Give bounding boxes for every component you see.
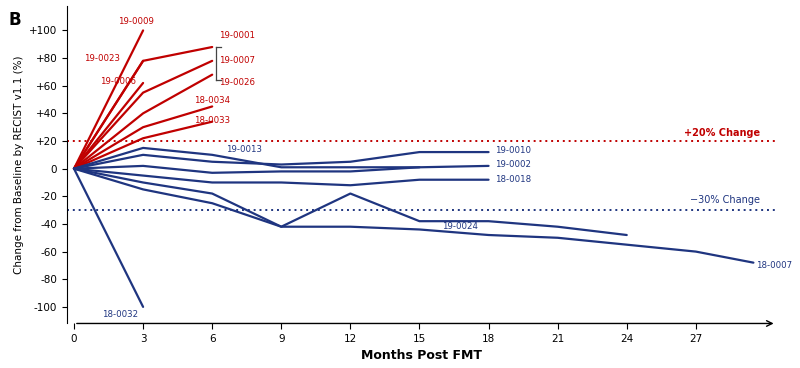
Text: 19-0007: 19-0007 <box>219 56 255 66</box>
Text: 19-0006: 19-0006 <box>100 77 136 86</box>
Text: 19-0026: 19-0026 <box>219 78 255 88</box>
Text: 18-0034: 18-0034 <box>194 96 230 105</box>
Text: 19-0023: 19-0023 <box>84 54 120 63</box>
Text: B: B <box>8 11 21 29</box>
Text: 19-0013: 19-0013 <box>226 145 262 154</box>
Text: 18-0007: 18-0007 <box>756 261 792 270</box>
Text: 18-0032: 18-0032 <box>102 309 138 319</box>
Text: 19-0010: 19-0010 <box>495 146 531 155</box>
X-axis label: Months Post FMT: Months Post FMT <box>362 350 482 362</box>
Text: 19-0024: 19-0024 <box>442 222 478 231</box>
Y-axis label: Change from Baseline by RECIST v1.1 (%): Change from Baseline by RECIST v1.1 (%) <box>14 55 23 274</box>
Text: −30% Change: −30% Change <box>690 195 760 205</box>
Text: 19-0002: 19-0002 <box>495 160 531 169</box>
Text: +20% Change: +20% Change <box>684 128 760 138</box>
Text: 19-0001: 19-0001 <box>219 32 255 40</box>
Text: 19-0009: 19-0009 <box>118 17 154 26</box>
Text: 18-0018: 18-0018 <box>495 175 531 184</box>
Text: 18-0033: 18-0033 <box>194 116 230 125</box>
